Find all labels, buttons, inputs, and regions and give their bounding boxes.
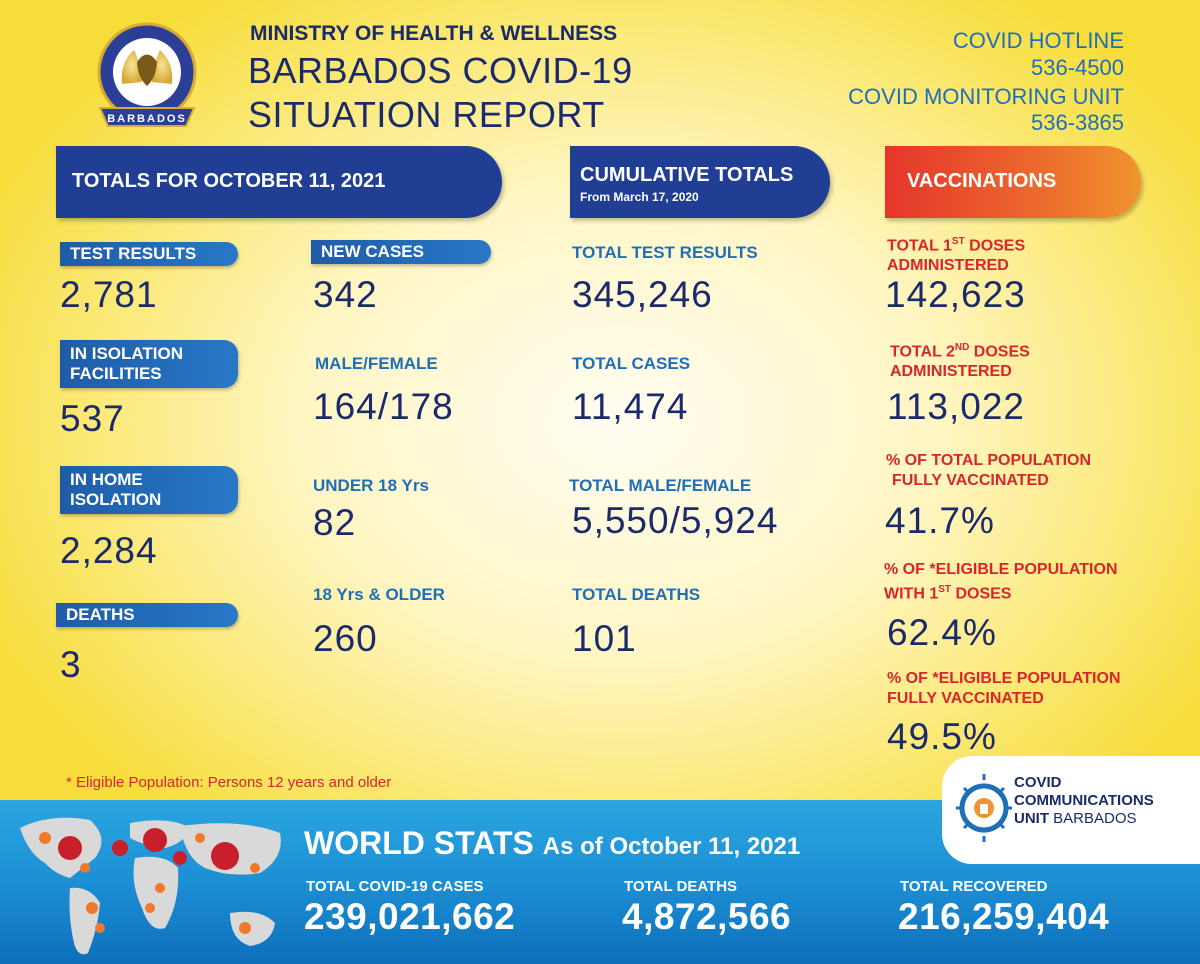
over-18-value: 260 — [313, 618, 378, 659]
world-deaths-value: 4,872,566 — [622, 896, 792, 937]
total-male-female-label: TOTAL MALE/FEMALE — [569, 476, 752, 495]
seal-barbados-text: BARBADOS — [107, 113, 187, 125]
eligible-first-dose-value: 62.4% — [887, 612, 997, 653]
new-cases-value: 342 — [313, 274, 378, 315]
world-stats-title: WORLD STATS As of October 11, 2021 — [304, 825, 801, 861]
covid-hotline-label: COVID HOTLINE — [952, 28, 1124, 53]
over-18-label: 18 Yrs & OLDER — [313, 585, 445, 604]
total-deaths-value: 101 — [572, 618, 637, 659]
world-deaths-label: TOTAL DEATHS — [624, 878, 738, 895]
under-18-value: 82 — [313, 502, 357, 543]
report-title-line1: BARBADOS COVID-19 — [248, 50, 633, 91]
cumulative-banner-sub: From March 17, 2020 — [580, 190, 699, 204]
eligible-fully-vaccinated-value: 49.5% — [887, 716, 997, 757]
cumulative-banner: CUMULATIVE TOTALS From March 17, 2020 — [570, 146, 830, 218]
male-female-value: 164/178 — [313, 386, 454, 427]
test-results-value: 2,781 — [60, 274, 158, 315]
isolation-facilities-label: IN ISOLATION FACILITIES — [60, 340, 238, 388]
cumulative-banner-label: CUMULATIVE TOTALS — [580, 164, 794, 186]
virus-circle-icon — [956, 774, 1012, 842]
covid-hotline-number: 536-4500 — [1031, 55, 1124, 80]
eligible-first-dose-label: % OF *ELIGIBLE POPULATION WITH 1ST DOSES — [884, 561, 1118, 603]
isolation-facilities-value: 537 — [60, 398, 125, 439]
report-title-line2: SITUATION REPORT — [248, 94, 605, 135]
total-tests-label: TOTAL TEST RESULTS — [572, 243, 758, 262]
second-doses-label: TOTAL 2ND DOSES ADMINISTERED — [890, 342, 1030, 381]
total-cases-label: TOTAL CASES — [572, 354, 691, 373]
ccu-logo-text: COVID COMMUNICATIONS UNIT BARBADOS — [1014, 774, 1154, 827]
home-isolation-value: 2,284 — [60, 530, 158, 571]
population-fully-vaccinated-value: 41.7% — [885, 500, 995, 541]
total-tests-value: 345,246 — [572, 274, 713, 315]
world-recovered-value: 216,259,404 — [898, 896, 1110, 937]
world-map-virus-graphic — [20, 817, 281, 955]
covid-communications-unit-logo: COVID COMMUNICATIONS UNIT BARBADOS — [942, 756, 1200, 864]
monitoring-unit-number: 536-3865 — [1031, 110, 1124, 135]
vaccinations-banner: VACCINATIONS — [885, 146, 1141, 218]
total-male-female-value: 5,550/5,924 — [572, 500, 779, 541]
home-isolation-label: IN HOME ISOLATION — [60, 466, 238, 514]
ministry-name: MINISTRY OF HEALTH & WELLNESS — [250, 22, 618, 45]
ministry-seal-logo: BARBADOS — [97, 22, 197, 127]
male-female-label: MALE/FEMALE — [315, 354, 438, 373]
world-cases-label: TOTAL COVID-19 CASES — [306, 878, 484, 895]
totals-banner-label: TOTALS FOR OCTOBER 11, 2021 — [72, 170, 386, 192]
second-doses-value: 113,022 — [887, 386, 1025, 427]
total-cases-value: 11,474 — [572, 386, 689, 427]
first-doses-value: 142,623 — [885, 274, 1026, 315]
population-fully-vaccinated-label: % OF TOTAL POPULATION FULLY VACCINATED — [886, 452, 1092, 489]
first-doses-label: TOTAL 1ST DOSES ADMINISTERED — [887, 236, 1026, 275]
deaths-label: DEATHS — [56, 603, 238, 627]
world-cases-value: 239,021,662 — [304, 896, 516, 937]
new-cases-label: NEW CASES — [311, 240, 491, 264]
vaccinations-banner-label: VACCINATIONS — [907, 170, 1057, 192]
eligible-fully-vaccinated-label: % OF *ELIGIBLE POPULATION FULLY VACCINAT… — [887, 670, 1121, 707]
under-18-label: UNDER 18 Yrs — [313, 476, 429, 495]
totals-banner: TOTALS FOR OCTOBER 11, 2021 — [56, 146, 502, 218]
monitoring-unit-label: COVID MONITORING UNIT — [848, 84, 1124, 109]
deaths-value: 3 — [60, 644, 82, 685]
virus-icons — [58, 828, 239, 870]
eligible-population-footnote: * Eligible Population: Persons 12 years … — [66, 774, 392, 791]
total-deaths-label: TOTAL DEATHS — [572, 585, 701, 604]
test-results-label: TEST RESULTS — [60, 242, 238, 266]
world-recovered-label: TOTAL RECOVERED — [900, 878, 1048, 895]
